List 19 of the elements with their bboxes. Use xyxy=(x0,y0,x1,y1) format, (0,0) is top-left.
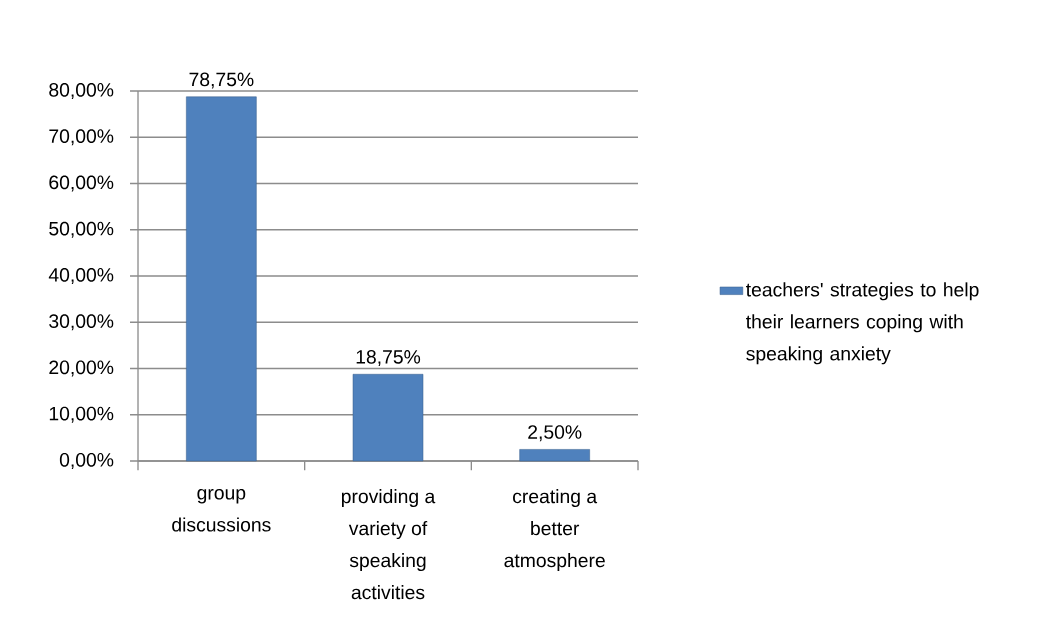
y-tick-label: 30,00% xyxy=(49,314,114,331)
y-tick-label: 70,00% xyxy=(49,129,114,146)
y-tick-label: 40,00% xyxy=(48,268,114,284)
bar xyxy=(519,449,590,462)
y-tick-label: 50,00% xyxy=(49,221,114,238)
x-tick-label: providing a variety of speaking activities xyxy=(341,489,436,600)
data-label: 18,75% xyxy=(356,350,421,366)
data-label: 78,75% xyxy=(189,72,254,89)
x-tick-label: creating a better atmosphere xyxy=(504,489,605,572)
legend-label: teachers' strategies to help their learners coping with speaking anxiety xyxy=(746,282,979,365)
bar xyxy=(186,96,257,462)
data-label: 2,50% xyxy=(528,425,582,442)
bar xyxy=(352,374,424,462)
y-tick-label: 80,00% xyxy=(49,83,114,99)
y-tick-label: 20,00% xyxy=(49,360,114,377)
y-tick-label: 60,00% xyxy=(49,175,114,192)
x-tick-label: group discussions xyxy=(172,489,271,532)
y-tick-label: 0,00% xyxy=(59,452,114,469)
y-tick-label: 10,00% xyxy=(49,406,114,423)
